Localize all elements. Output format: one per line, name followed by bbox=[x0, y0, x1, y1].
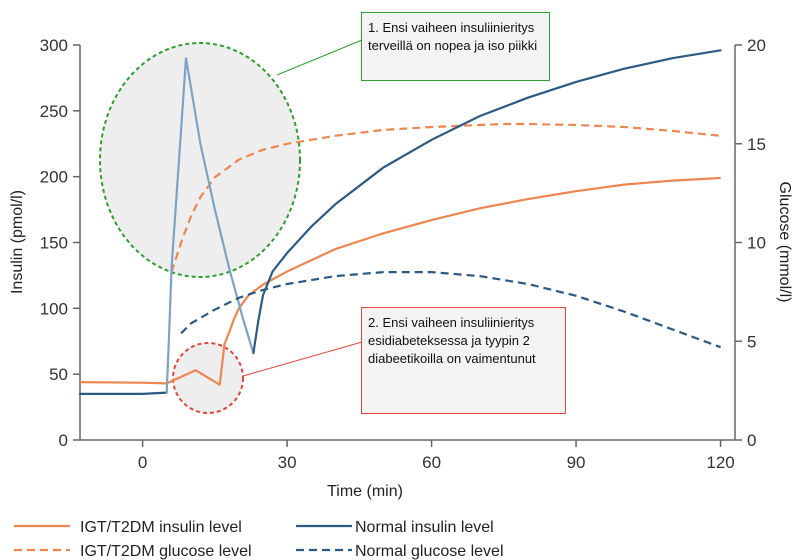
red-callout-box: 2. Ensi vaiheen insuliinieritys esidiabe… bbox=[361, 307, 566, 414]
legend-label-igt-glucose: IGT/T2DM glucose level bbox=[80, 543, 252, 560]
y-right-tick-label: 0 bbox=[747, 431, 756, 450]
x-tick-label: 0 bbox=[138, 453, 147, 472]
series-igt-t2dm-insulin-level-line bbox=[79, 176, 721, 386]
series-igt-t2dm-glucose-level-line bbox=[170, 122, 721, 273]
series-layer bbox=[78, 49, 722, 395]
y-left-tick-label: 250 bbox=[40, 102, 68, 121]
y-right-tick-label: 20 bbox=[747, 36, 766, 55]
green-highlight-circle bbox=[99, 42, 301, 278]
y-left-tick-label: 150 bbox=[40, 234, 68, 253]
green-callout-text: 1. Ensi vaiheen insuliinieritys terveill… bbox=[368, 20, 538, 53]
x-tick-label: 60 bbox=[422, 453, 441, 472]
x-tick-label: 120 bbox=[706, 453, 734, 472]
y-left-tick-label: 200 bbox=[40, 168, 68, 187]
legend-label-normal-glucose: Normal glucose level bbox=[355, 543, 504, 560]
series-normal-insulin-level-line-part-3 bbox=[252, 49, 722, 355]
x-tick-label: 90 bbox=[567, 453, 586, 472]
y-right-tick-label: 5 bbox=[747, 332, 756, 351]
series-normal-glucose-level-line bbox=[180, 271, 721, 349]
series-normal-insulin-level-line-part-1 bbox=[78, 391, 168, 395]
x-tick-label: 30 bbox=[278, 453, 297, 472]
y-left-tick-label: 100 bbox=[40, 299, 68, 318]
x-axis-title: Time (min) bbox=[327, 483, 403, 500]
legend: IGT/T2DM insulin level IGT/T2DM glucose … bbox=[14, 519, 504, 560]
y-left-axis-title: Insulin (pmol/l) bbox=[9, 190, 26, 294]
y-right-tick-label: 15 bbox=[747, 135, 766, 154]
legend-label-normal-insulin: Normal insulin level bbox=[355, 519, 494, 536]
legend-label-igt-insulin: IGT/T2DM insulin level bbox=[80, 519, 242, 536]
y-right-tick-label: 10 bbox=[747, 234, 766, 253]
y-left-tick-label: 0 bbox=[59, 431, 68, 450]
y-left-tick-label: 300 bbox=[40, 36, 68, 55]
y-right-axis-title: Glucose (mmol/l) bbox=[776, 182, 793, 303]
green-callout-line bbox=[276, 39, 363, 76]
y-left-tick-label: 50 bbox=[49, 365, 68, 384]
series-normal-insulin-level-line-part-2 bbox=[165, 57, 255, 394]
green-callout-box: 1. Ensi vaiheen insuliinieritys terveill… bbox=[361, 12, 550, 81]
red-callout-line bbox=[242, 341, 363, 377]
red-callout-text: 2. Ensi vaiheen insuliinieritys esidiabe… bbox=[368, 315, 536, 366]
